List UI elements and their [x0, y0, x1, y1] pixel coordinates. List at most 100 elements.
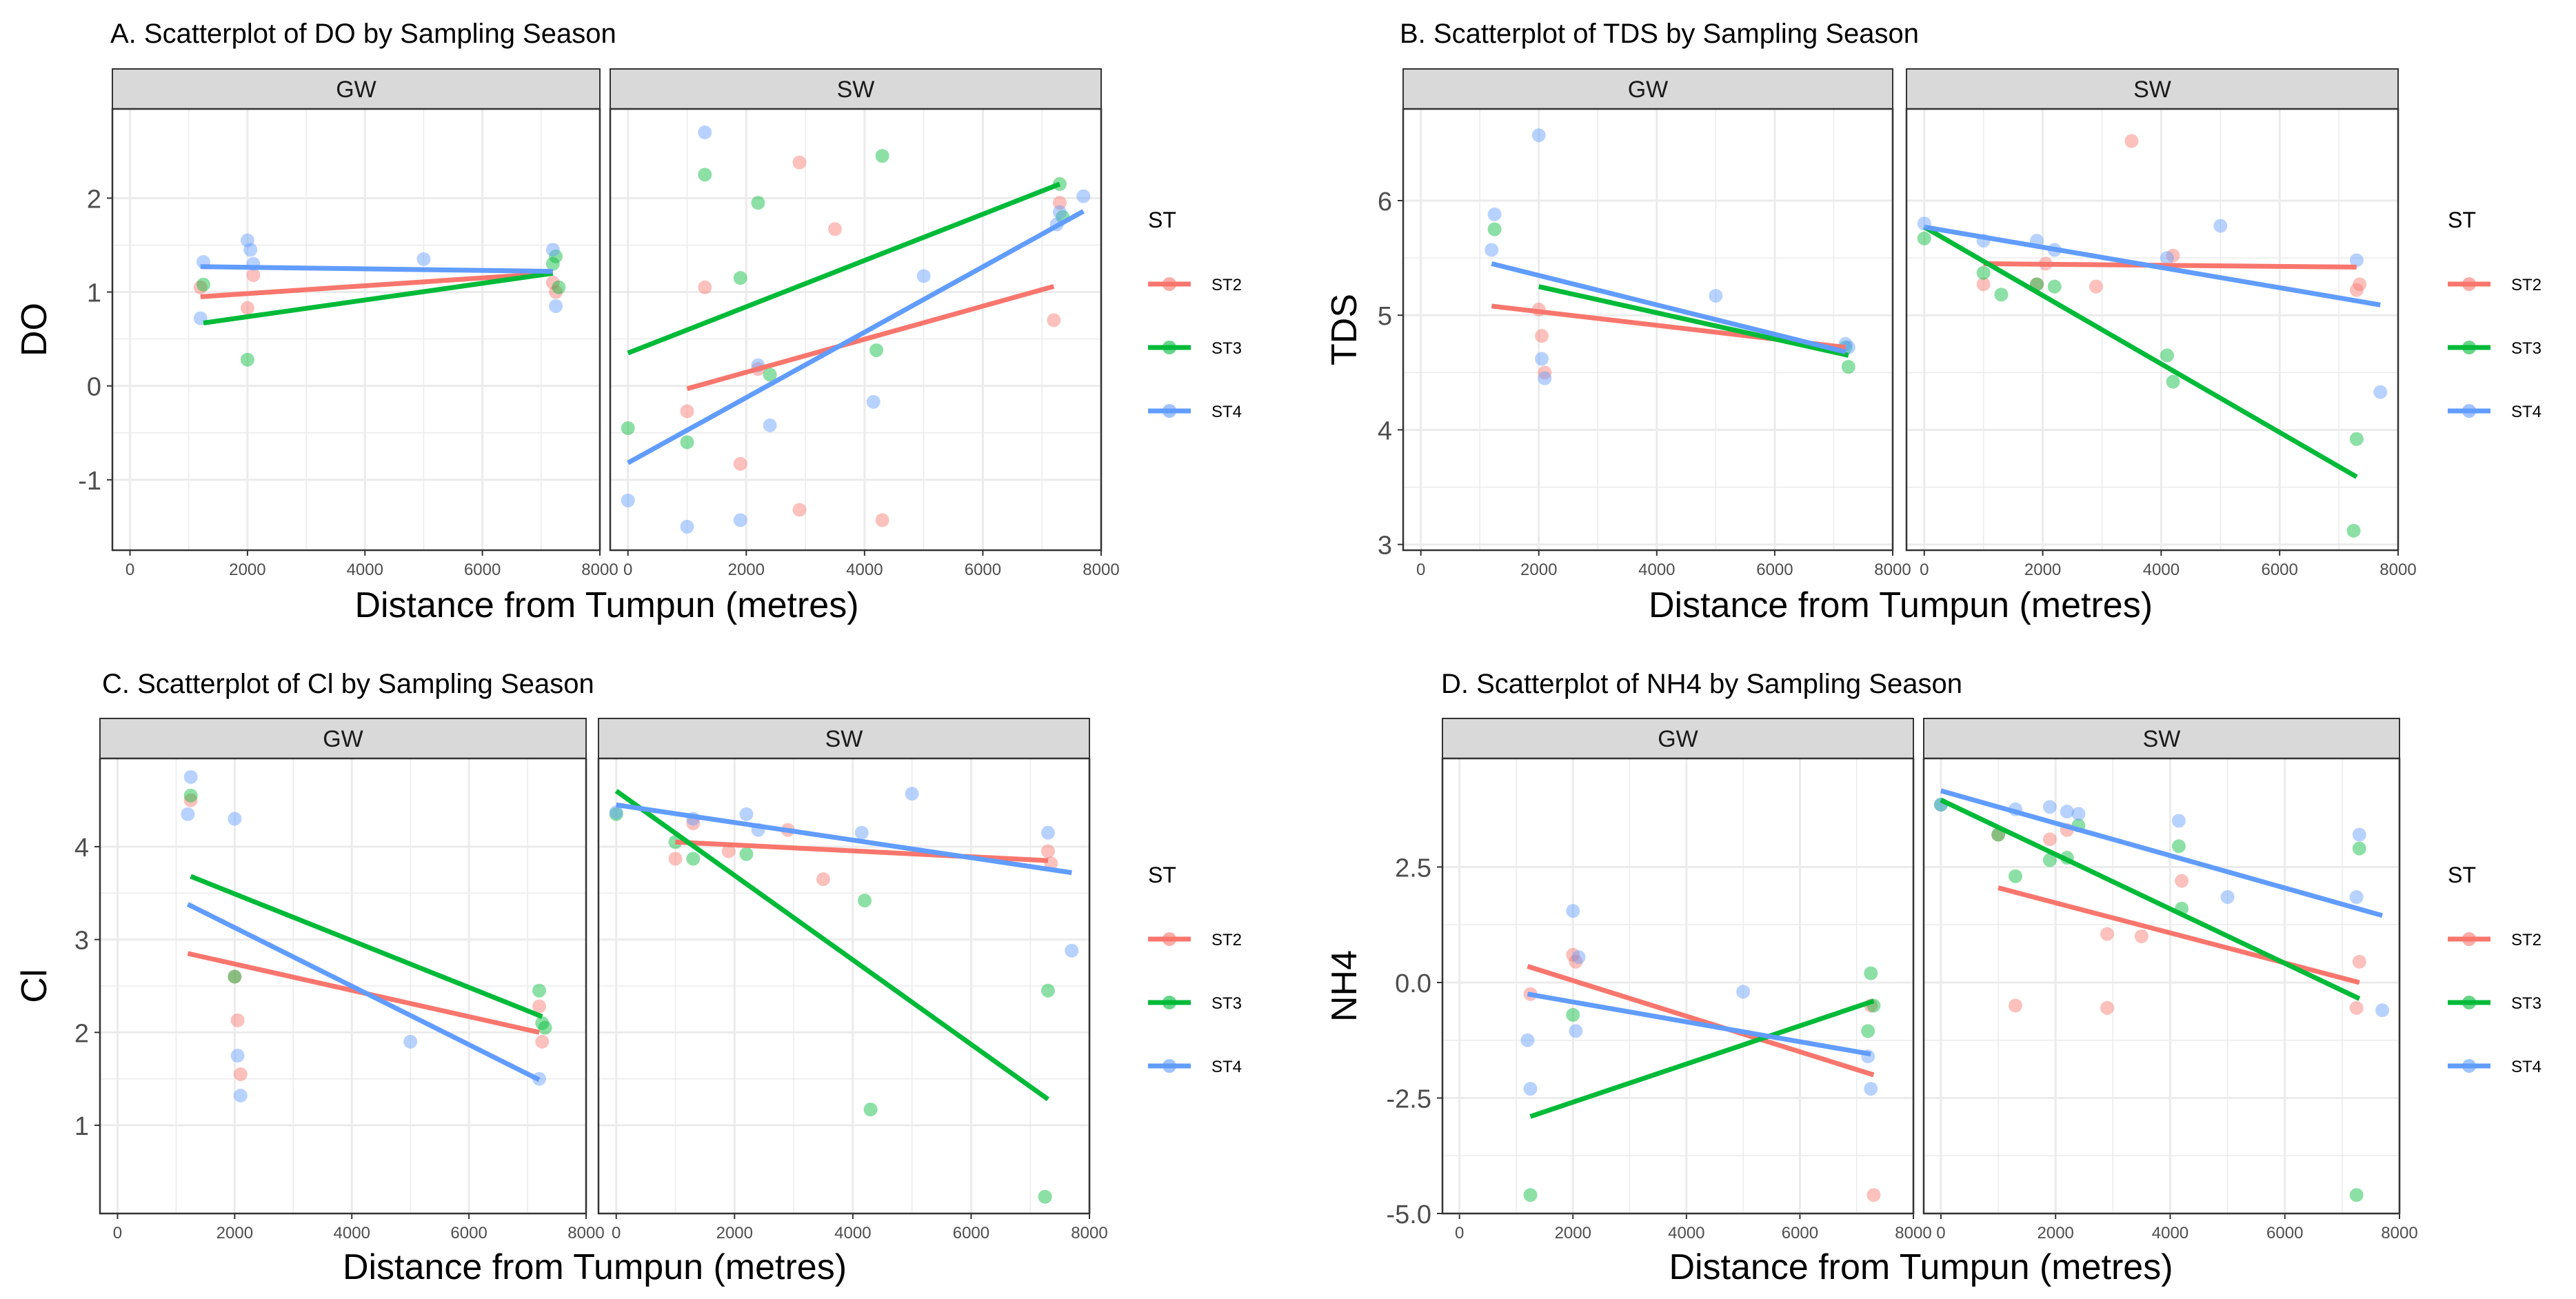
series-st4	[1485, 128, 1855, 385]
data-point	[1538, 371, 1552, 385]
data-point	[763, 418, 777, 432]
data-point	[609, 807, 623, 821]
plot-border	[111, 108, 601, 552]
data-point	[233, 1088, 248, 1102]
data-point	[1538, 365, 1552, 380]
data-point	[183, 769, 198, 784]
series-st2	[1976, 134, 2367, 297]
data-point	[1485, 243, 1499, 257]
data-point	[1523, 1082, 1538, 1096]
data-point	[2042, 800, 2057, 814]
data-point	[1052, 196, 1067, 210]
chart-panel-d: D. Scatterplot of NH4 by Sampling Season…	[1325, 669, 2542, 1287]
data-point	[869, 343, 884, 357]
x-tick-label: 8000	[581, 561, 618, 579]
x-tick-label: 8000	[567, 1224, 604, 1242]
data-point	[1566, 1007, 1580, 1022]
data-point	[2100, 1000, 2115, 1015]
data-point	[698, 280, 712, 294]
data-point	[2346, 523, 2361, 538]
data-point	[816, 872, 830, 887]
data-point	[403, 1034, 418, 1049]
legend-label: ST2	[1211, 276, 1242, 294]
facet-strip	[99, 718, 587, 759]
data-point	[549, 299, 563, 313]
x-axis-label: Distance from Tumpun (metres)	[1669, 1247, 2173, 1287]
series-st2	[1991, 823, 2366, 1015]
legend: ST ST2 ST3 ST4	[2448, 863, 2542, 1076]
legend-title: ST	[2448, 863, 2476, 887]
x-tick-label: 0	[1455, 1224, 1464, 1242]
data-point	[2042, 853, 2057, 867]
facet-strip	[598, 718, 1090, 759]
data-point	[827, 222, 842, 236]
data-point	[2349, 1188, 2364, 1202]
data-point	[2349, 253, 2364, 268]
legend: ST ST2 ST3 ST4	[2448, 208, 2542, 421]
facet-strip	[610, 68, 1102, 110]
data-point	[1535, 329, 1549, 343]
data-point	[1487, 207, 1502, 221]
y-tick-label: 4	[1378, 416, 1392, 445]
facet-strip-label: GW	[336, 77, 376, 103]
data-point	[183, 793, 198, 807]
plot-area	[1403, 109, 1893, 550]
data-point	[2349, 1000, 2364, 1015]
plot-border	[1922, 757, 2401, 1215]
y-tick-label: 0.0	[1395, 969, 1431, 998]
data-point	[228, 969, 242, 984]
data-point	[792, 503, 807, 517]
x-tick-label: 0	[1936, 1224, 1945, 1242]
data-point	[2100, 927, 2115, 941]
plot-area	[112, 109, 600, 550]
trend-line-st2	[200, 270, 554, 299]
x-tick-label: 6000	[464, 561, 501, 579]
data-point	[621, 493, 635, 507]
data-point	[228, 812, 242, 826]
y-tick-label: 2	[87, 185, 101, 214]
chart-title: D. Scatterplot of NH4 by Sampling Season	[1441, 669, 1962, 699]
legend-label: ST2	[1211, 931, 1242, 949]
facet-strip-label: GW	[1658, 726, 1698, 752]
plot-area	[1442, 758, 1913, 1214]
y-tick-label: 4	[74, 834, 89, 863]
data-point	[545, 256, 560, 271]
legend-label: ST4	[1211, 403, 1242, 421]
data-point	[1976, 265, 1991, 280]
legend-label: ST4	[1211, 1058, 1242, 1076]
legend-label: ST2	[2511, 276, 2542, 294]
data-point	[2171, 839, 2186, 854]
data-point	[532, 983, 547, 998]
trend-line-st3	[1538, 284, 1849, 358]
data-point	[535, 1034, 550, 1049]
data-point	[2166, 248, 2180, 263]
plot-border	[1905, 108, 2399, 552]
facet-sw: SW 0 2000 4000 6000 8000	[597, 718, 1108, 1242]
series-st2	[1523, 947, 1881, 1202]
x-tick-label: 0	[1920, 561, 1929, 579]
facet-sw: SW 0 2000 4000 6000 8000	[609, 68, 1120, 579]
data-point	[1040, 983, 1055, 998]
legend: ST ST2 ST3 ST4	[1148, 863, 1242, 1076]
plot-border	[1441, 757, 1915, 1215]
legend: ST ST2 ST3 ST4	[1148, 208, 1242, 421]
facet-sw: SW 0 2000 4000 6000 8000	[1922, 718, 2418, 1242]
data-point	[1571, 950, 1586, 965]
data-point	[246, 268, 261, 283]
x-axis-label: Distance from Tumpun (metres)	[1649, 585, 2153, 625]
y-tick-label: 6	[1378, 188, 1392, 216]
data-point	[1976, 277, 1991, 292]
data-point	[686, 852, 701, 866]
data-point	[183, 788, 198, 803]
data-point	[739, 847, 754, 861]
data-point	[609, 805, 623, 820]
data-point	[2047, 279, 2062, 294]
series-st3	[1523, 966, 1881, 1202]
legend-key-point	[2462, 1059, 2476, 1073]
facet-strip	[1402, 68, 1893, 110]
data-point	[545, 275, 560, 290]
plot-border	[99, 757, 587, 1215]
trend-line-st3	[627, 181, 1061, 356]
data-point	[2352, 827, 2366, 842]
x-tick-label: 2000	[2037, 1224, 2074, 1242]
